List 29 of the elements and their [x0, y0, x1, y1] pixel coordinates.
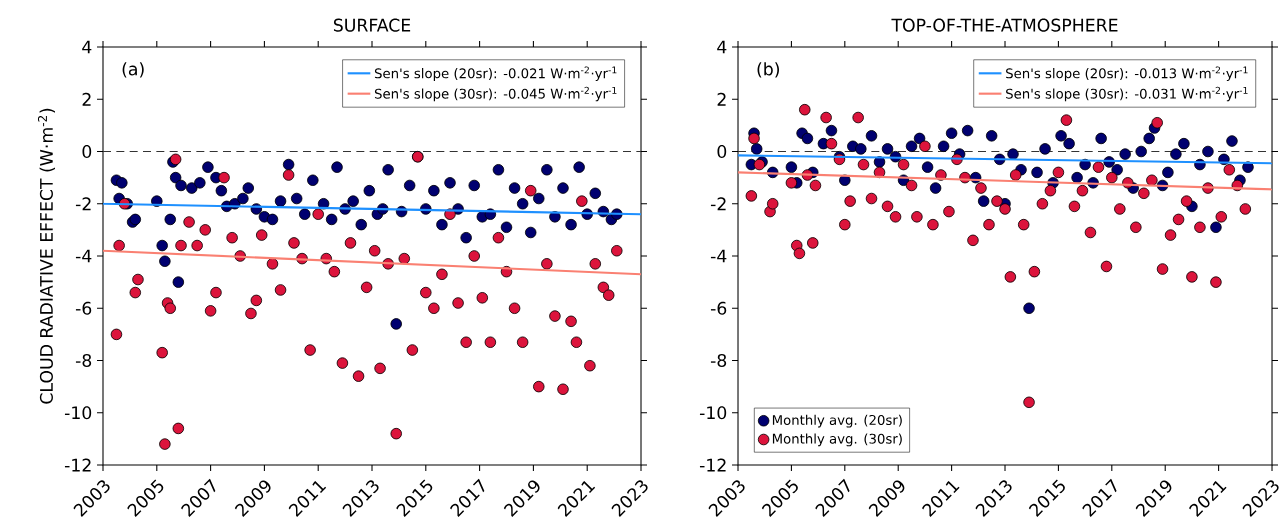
y-tick-label: 0 [717, 144, 727, 159]
y-tick-label: -8 [75, 353, 92, 368]
y-tick-label: -10 [699, 406, 727, 420]
y-tick-label: -12 [699, 458, 726, 472]
y-tick-label: -4 [710, 249, 727, 263]
y-tick-label: -10 [64, 406, 92, 420]
y-tick-label: -4 [75, 249, 92, 263]
y-tick-label: -2 [710, 197, 726, 211]
y-tick-label: 4 [82, 40, 92, 54]
y-tick-label: -2 [75, 197, 91, 211]
y-tick-label: 2 [82, 92, 91, 106]
legend-label: Sen's slope (20sr): -0.013 W·m$^{-2}$·yr$^{-1}$ [1006, 66, 1248, 81]
legend-label: Sen's slope (20sr): -0.021 W·m$^{-2}$·yr$^{-1}$ [374, 66, 617, 81]
chart-title: TOP-OF-THE-ATMOSPHERE [891, 18, 1118, 32]
legend-label: Sen's slope (30sr): -0.031 W·m$^{-2}$·yr$^{-1}$ [1006, 86, 1248, 102]
y-tick-label: -6 [75, 301, 92, 315]
legend-label: Monthly avg. (20sr) [772, 414, 902, 428]
y-tick-label: 0 [82, 144, 92, 159]
legend-label: Monthly avg. (30sr) [772, 433, 902, 447]
legend-label: Sen's slope (30sr): -0.045 W·m$^{-2}$·yr$^{-1}$ [374, 86, 617, 102]
y-tick-label: -12 [64, 458, 91, 472]
y-axis-title: CLOUD RADIATIVE EFFECT (W·m$^{-2}$) [37, 108, 55, 404]
y-tick-label: 4 [717, 40, 727, 54]
y-tick-label: -6 [710, 301, 727, 315]
annotation: (a) [122, 62, 144, 78]
y-tick-label: 2 [717, 92, 726, 106]
chart-title: SURFACE [333, 18, 411, 32]
annotation: (b) [757, 62, 779, 78]
y-tick-label: -8 [710, 353, 727, 368]
